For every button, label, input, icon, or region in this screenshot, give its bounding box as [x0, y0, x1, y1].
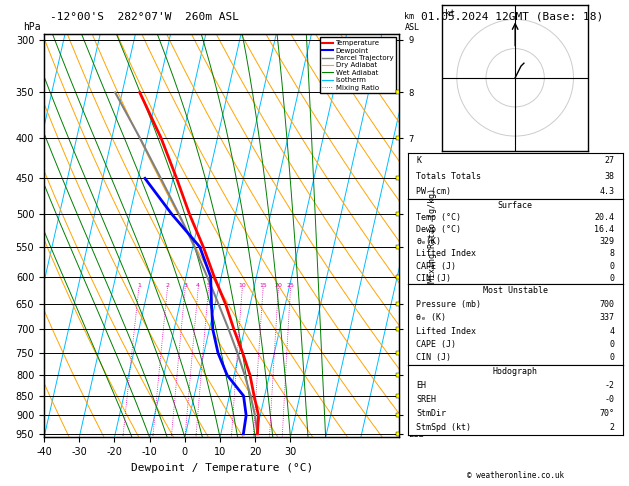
Text: -0: -0	[604, 395, 614, 404]
Text: CIN (J): CIN (J)	[416, 353, 451, 363]
Text: CAPE (J): CAPE (J)	[416, 340, 456, 349]
Text: kt: kt	[445, 9, 455, 18]
Text: 8: 8	[609, 249, 614, 259]
Text: km
ASL: km ASL	[404, 12, 420, 32]
Text: 15: 15	[259, 283, 267, 288]
Text: 4: 4	[609, 327, 614, 336]
Text: Totals Totals: Totals Totals	[416, 172, 481, 181]
Text: 1: 1	[137, 283, 141, 288]
Text: -12°00'S  282°07'W  260m ASL: -12°00'S 282°07'W 260m ASL	[50, 12, 239, 22]
Text: 27: 27	[604, 156, 614, 165]
X-axis label: Dewpoint / Temperature (°C): Dewpoint / Temperature (°C)	[131, 463, 313, 473]
Text: Surface: Surface	[498, 201, 533, 210]
Text: © weatheronline.co.uk: © weatheronline.co.uk	[467, 471, 564, 480]
Text: Hodograph: Hodograph	[493, 367, 538, 376]
Text: 01.05.2024 12GMT (Base: 18): 01.05.2024 12GMT (Base: 18)	[421, 12, 604, 22]
Text: 337: 337	[599, 313, 614, 322]
Text: 20: 20	[274, 283, 282, 288]
Text: Lifted Index: Lifted Index	[416, 327, 476, 336]
Text: 16.4: 16.4	[594, 225, 614, 234]
Text: 25: 25	[287, 283, 294, 288]
Text: StmSpd (kt): StmSpd (kt)	[416, 423, 471, 433]
Text: CAPE (J): CAPE (J)	[416, 261, 456, 271]
Text: hPa: hPa	[23, 21, 41, 32]
Text: θₑ(K): θₑ(K)	[416, 237, 441, 246]
Legend: Temperature, Dewpoint, Parcel Trajectory, Dry Adiabat, Wet Adiabat, Isotherm, Mi: Temperature, Dewpoint, Parcel Trajectory…	[320, 37, 396, 93]
Text: 2: 2	[609, 423, 614, 433]
Text: 5: 5	[206, 283, 211, 288]
Text: 329: 329	[599, 237, 614, 246]
Text: K: K	[416, 156, 421, 165]
Text: Lifted Index: Lifted Index	[416, 249, 476, 259]
Text: Dewp (°C): Dewp (°C)	[416, 225, 461, 234]
Text: 0: 0	[609, 353, 614, 363]
Text: PW (cm): PW (cm)	[416, 187, 451, 196]
Text: StmDir: StmDir	[416, 409, 446, 418]
Text: Most Unstable: Most Unstable	[482, 286, 548, 295]
Text: Pressure (mb): Pressure (mb)	[416, 300, 481, 309]
Text: CIN (J): CIN (J)	[416, 274, 451, 283]
Text: 3: 3	[183, 283, 187, 288]
Text: 4.3: 4.3	[599, 187, 614, 196]
Text: 4: 4	[196, 283, 200, 288]
Text: Mixing Ratio (g/kg): Mixing Ratio (g/kg)	[428, 188, 437, 283]
Text: 0: 0	[609, 261, 614, 271]
Text: 0: 0	[609, 274, 614, 283]
Text: EH: EH	[416, 381, 426, 390]
Text: SREH: SREH	[416, 395, 436, 404]
Text: 2: 2	[165, 283, 169, 288]
Text: 38: 38	[604, 172, 614, 181]
Text: 10: 10	[238, 283, 246, 288]
Text: -2: -2	[604, 381, 614, 390]
Text: 20.4: 20.4	[594, 213, 614, 222]
Text: 0: 0	[609, 340, 614, 349]
Text: θₑ (K): θₑ (K)	[416, 313, 446, 322]
Text: 70°: 70°	[599, 409, 614, 418]
Text: 700: 700	[599, 300, 614, 309]
Text: Temp (°C): Temp (°C)	[416, 213, 461, 222]
